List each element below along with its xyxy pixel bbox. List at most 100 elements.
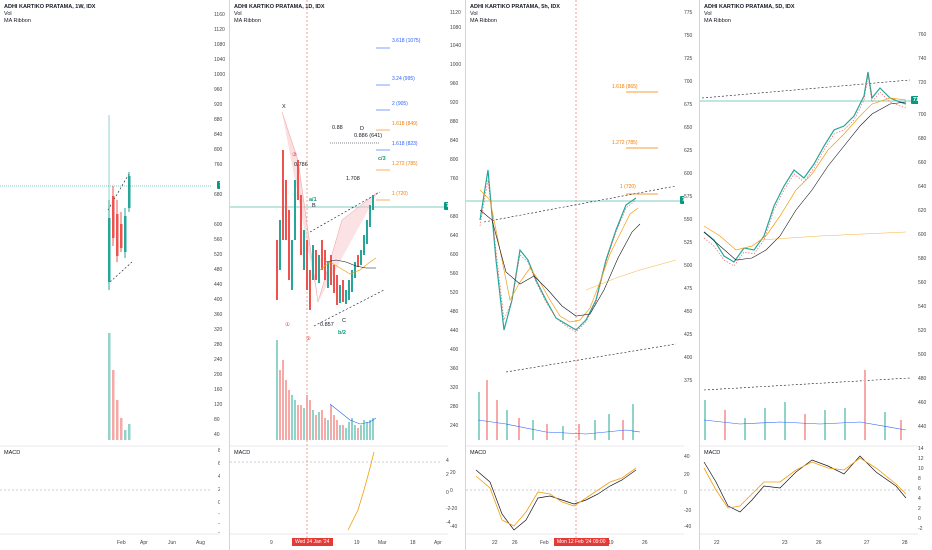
panel-divider[interactable] bbox=[229, 0, 230, 550]
y-tick: 800 bbox=[214, 147, 223, 153]
chart-panel-weekly[interactable]: ADHI KARTIKO PRATAMA, 1W, IDX Vol MA Rib… bbox=[0, 0, 220, 550]
y-tick: 280 bbox=[214, 342, 223, 348]
panel-divider[interactable] bbox=[699, 0, 700, 550]
panel-header: ADHI KARTIKO PRATAMA, 5D, IDX Vol MA Rib… bbox=[704, 4, 795, 25]
5h-y-axis[interactable]: 1120 1080 1040 1000 960 920 880 840 800 … bbox=[450, 0, 466, 440]
macd-y-tick: -20 bbox=[684, 508, 692, 514]
y-tick: 620 bbox=[918, 208, 927, 214]
x-tick: Jun bbox=[168, 540, 177, 546]
y-tick: 1040 bbox=[214, 57, 226, 63]
5d-y-axis[interactable]: 775 750 725 700 675 650 625 600 575 550 … bbox=[684, 0, 700, 440]
y-tick: 80 bbox=[214, 417, 220, 423]
vol-indicator-label[interactable]: Vol bbox=[234, 11, 242, 17]
y-tick: 400 bbox=[214, 297, 223, 303]
panel-divider[interactable] bbox=[465, 0, 466, 550]
y-tick: 480 bbox=[918, 376, 927, 382]
y-tick: 760 bbox=[214, 162, 223, 168]
wave-a1-label: a/1 bbox=[309, 197, 317, 203]
macd-label[interactable]: MACD bbox=[4, 450, 21, 456]
daily-candles bbox=[276, 150, 374, 310]
x-tick: 9 bbox=[270, 540, 273, 546]
macd-y-tick: 0 bbox=[684, 490, 687, 496]
ma-ribbon-label[interactable]: MA Ribbon bbox=[704, 18, 731, 24]
y-tick: 560 bbox=[214, 237, 223, 243]
fib-label: 3.618 (1075) bbox=[392, 38, 421, 44]
y-tick: 740 bbox=[918, 56, 927, 62]
weekly-volume bbox=[108, 333, 131, 440]
chart-panel-5d[interactable]: ADHI KARTIKO PRATAMA, 5D, IDX Vol MA Rib… bbox=[700, 0, 918, 550]
y-tick: 600 bbox=[214, 222, 223, 228]
fib-label: 1 (720) bbox=[392, 191, 408, 197]
y-tick: 460 bbox=[918, 400, 927, 406]
5h-chart-canvas[interactable] bbox=[466, 0, 684, 550]
macd-y-tick: 0 bbox=[218, 500, 220, 506]
ratio-label: 0.88 bbox=[332, 125, 343, 131]
macd-y-tick: -40 bbox=[450, 524, 458, 530]
panel-header: ADHI KARTIKO PRATAMA, 1W, IDX Vol MA Rib… bbox=[4, 4, 95, 25]
vol-indicator-label[interactable]: Vol bbox=[4, 11, 12, 17]
ma-ribbon-label[interactable]: MA Ribbon bbox=[234, 18, 261, 24]
price-tag: 710 bbox=[680, 196, 684, 204]
y-tick: 700 bbox=[684, 79, 693, 85]
x-tick: 27 bbox=[864, 540, 870, 546]
x-tick: 22 bbox=[492, 540, 498, 546]
x-tick: 19 bbox=[354, 540, 360, 546]
ratio-label: 0.886 (641) bbox=[354, 133, 383, 139]
y-tick: 640 bbox=[918, 184, 927, 190]
y-tick: 1080 bbox=[214, 42, 226, 48]
chart-panel-5h[interactable]: ADHI KARTIKO PRATAMA, 5h, IDX Vol MA Rib… bbox=[466, 0, 684, 550]
fib-label: 1.618 (823) bbox=[392, 141, 418, 147]
x-tick: Mar bbox=[378, 540, 387, 546]
macd-y-tick: 0 bbox=[446, 490, 449, 496]
5d-right-macd-axis[interactable]: 14 12 10 8 6 4 2 0 -2 bbox=[918, 446, 932, 534]
chart-panel-daily[interactable]: ADHI KARTIKO PRATAMA, 1D, IDX Vol MA Rib… bbox=[230, 0, 448, 550]
macd-label[interactable]: MACD bbox=[234, 450, 251, 456]
fib-label: 3.24 (995) bbox=[392, 76, 415, 82]
ratio-label: 0.857 bbox=[320, 322, 334, 328]
y-tick: 475 bbox=[684, 286, 693, 292]
y-tick: 525 bbox=[684, 240, 693, 246]
5d-chart-canvas[interactable] bbox=[700, 0, 918, 550]
y-tick: 920 bbox=[214, 102, 223, 108]
daily-y-axis[interactable]: 1160 1120 1080 1040 1000 960 920 880 840… bbox=[214, 0, 230, 440]
macd-label[interactable]: MACD bbox=[704, 450, 721, 456]
macd-y-tick: 12 bbox=[918, 456, 924, 462]
wave-circle-label: ① bbox=[285, 322, 290, 328]
y-tick: 320 bbox=[450, 385, 459, 391]
point-c-label: C bbox=[342, 318, 346, 324]
macd-y-tick: -2 bbox=[218, 511, 220, 517]
vol-indicator-label[interactable]: Vol bbox=[704, 11, 712, 17]
y-tick: 500 bbox=[684, 263, 693, 269]
macd-y-tick: -2 bbox=[918, 526, 923, 532]
y-tick: 775 bbox=[684, 10, 693, 16]
y-tick: 680 bbox=[450, 214, 459, 220]
5d-right-axis[interactable]: 760 740 720 700 680 660 640 620 600 580 … bbox=[918, 0, 932, 440]
macd-y-tick: 8 bbox=[918, 476, 921, 482]
y-tick: 600 bbox=[450, 252, 459, 258]
macd-y-tick: 20 bbox=[450, 470, 456, 476]
y-tick: 560 bbox=[450, 271, 459, 277]
x-tick: 26 bbox=[816, 540, 822, 546]
macd-label[interactable]: MACD bbox=[470, 450, 487, 456]
y-tick: 720 bbox=[918, 80, 927, 86]
ma-ribbon-label[interactable]: MA Ribbon bbox=[4, 18, 31, 24]
macd-y-tick: 8 bbox=[218, 448, 220, 454]
panel-header: ADHI KARTIKO PRATAMA, 1D, IDX Vol MA Rib… bbox=[234, 4, 325, 25]
weekly-chart-canvas[interactable] bbox=[0, 0, 220, 550]
price-tag: 710 bbox=[444, 202, 448, 210]
y-tick: 660 bbox=[918, 160, 927, 166]
y-tick: 1160 bbox=[214, 12, 225, 18]
5d-macd-y-axis[interactable]: 40 20 0 -20 -40 bbox=[684, 446, 700, 534]
panel-header: ADHI KARTIKO PRATAMA, 5h, IDX Vol MA Rib… bbox=[470, 4, 560, 25]
5h-volume bbox=[478, 380, 634, 440]
y-tick: 920 bbox=[450, 100, 459, 106]
vol-indicator-label[interactable]: Vol bbox=[470, 11, 478, 17]
price-tag: 710 bbox=[217, 181, 220, 189]
daily-macd-y-axis[interactable]: 4 2 0 -2 -4 bbox=[446, 446, 460, 534]
daily-chart-canvas[interactable] bbox=[230, 0, 448, 550]
wave-b2-label: b/2 bbox=[338, 330, 346, 336]
y-tick: 1120 bbox=[450, 10, 461, 16]
5h-macd-y-axis[interactable]: 20 0 -20 -40 bbox=[450, 446, 466, 534]
macd-y-tick: 40 bbox=[684, 454, 690, 460]
ma-ribbon-label[interactable]: MA Ribbon bbox=[470, 18, 497, 24]
